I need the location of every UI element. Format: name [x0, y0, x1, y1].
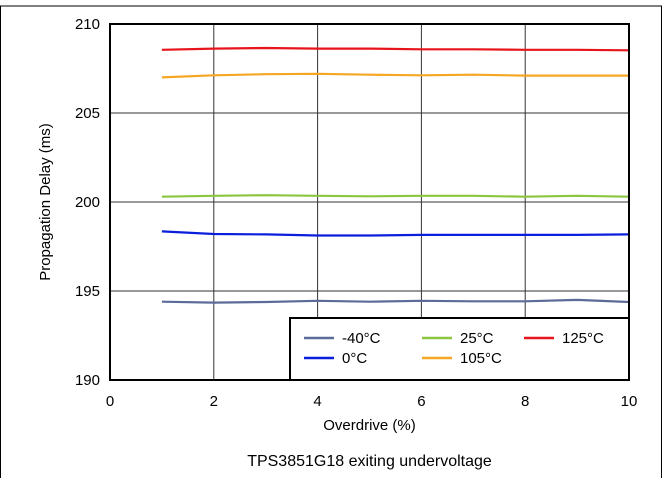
figure-frame	[0, 5, 662, 478]
x-tick-label: 0	[106, 393, 114, 410]
series-line-125c	[161, 46, 630, 52]
legend-label-25c: 25°C	[460, 330, 494, 347]
legend: -40°C 0°C 25°C 105°C 125°C	[289, 317, 630, 381]
chart-caption: TPS3851G18 exiting undervoltage	[247, 453, 492, 470]
series-line-25c	[161, 194, 630, 198]
x-axis-title: Overdrive (%)	[323, 417, 416, 434]
legend-label-0c: 0°C	[342, 350, 367, 367]
x-tick-label: 6	[417, 393, 425, 410]
y-tick-label: 200	[75, 194, 100, 211]
series-line-40c	[161, 298, 630, 304]
legend-box	[289, 317, 630, 381]
legend-label-105c: 105°C	[460, 350, 502, 367]
series-lines	[161, 46, 630, 304]
series-line-0c	[161, 230, 630, 237]
grid	[110, 24, 629, 380]
y-axis-title: Propagation Delay (ms)	[37, 123, 54, 281]
legend-label-125c: 125°C	[562, 330, 604, 347]
x-tick-label: 4	[313, 393, 321, 410]
y-tick-label: 190	[75, 372, 100, 389]
x-tick-label: 10	[621, 393, 638, 410]
x-tick-label: 8	[521, 393, 529, 410]
series-line-105c	[161, 72, 629, 79]
legend-label-40c: -40°C	[342, 330, 381, 347]
x-tick-label: 2	[210, 393, 218, 410]
y-tick-label: 195	[75, 283, 100, 300]
y-tick-label: 205	[75, 105, 100, 122]
y-tick-label: 210	[75, 16, 100, 33]
